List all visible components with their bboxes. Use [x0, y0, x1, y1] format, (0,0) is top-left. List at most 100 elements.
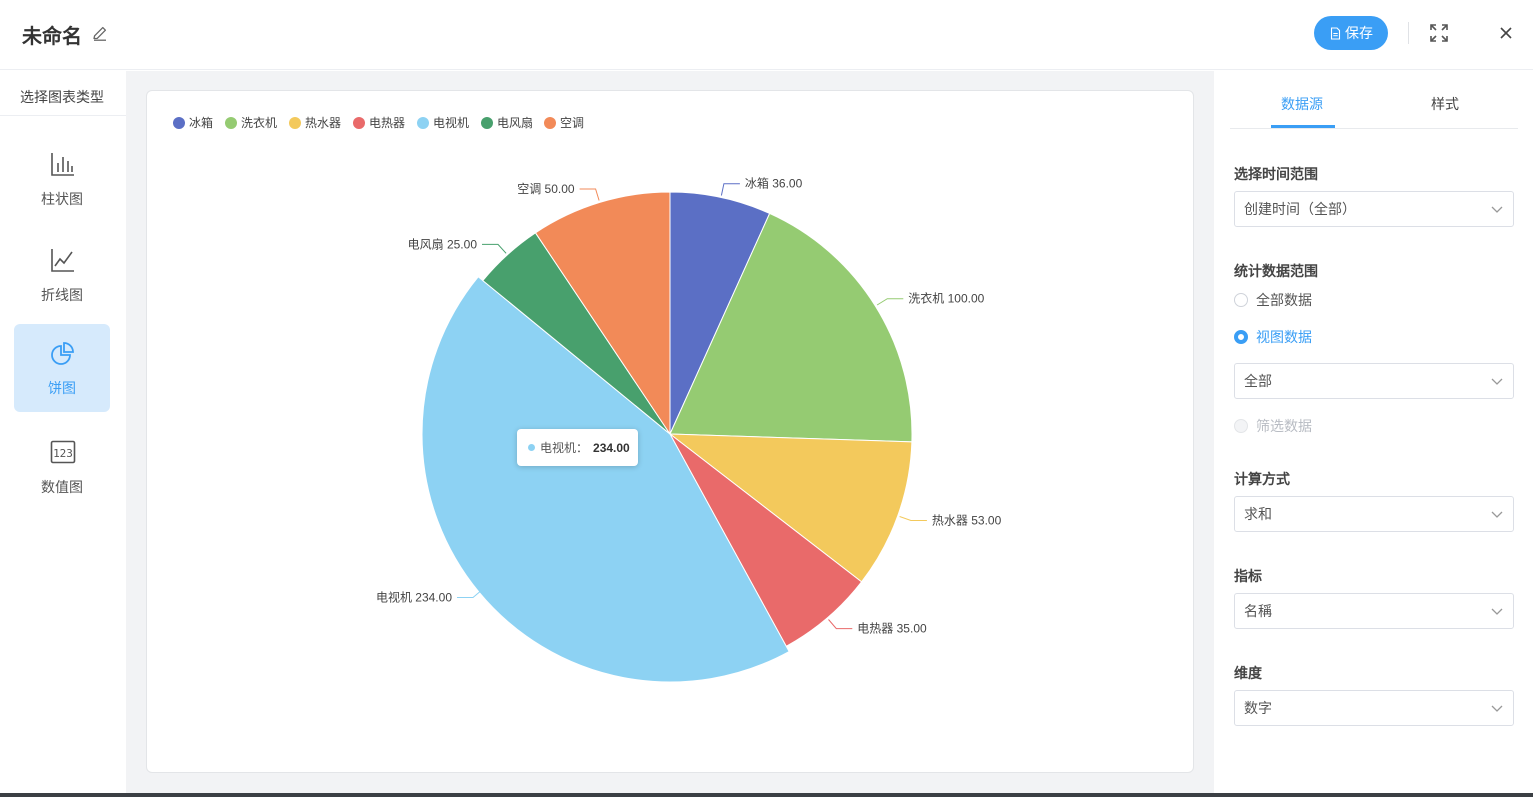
fullscreen-icon[interactable]: [1429, 23, 1449, 43]
slice-label: 热水器 53.00: [932, 514, 1002, 528]
tooltip-value: 234.00: [593, 440, 630, 455]
data-range-label: 统计数据范围: [1234, 263, 1318, 279]
label-leader-line: [876, 298, 904, 306]
chart-type-bar-label: 柱状图: [41, 191, 83, 207]
dimension-label: 维度: [1234, 665, 1262, 681]
label-leader-line: [899, 516, 927, 521]
header-bar: 未命名 保存: [0, 0, 1533, 70]
radio-circle: [1234, 330, 1248, 344]
label-leader-line: [482, 243, 507, 254]
chart-type-pie-label: 饼图: [48, 380, 76, 396]
legend-marker: [173, 117, 185, 129]
metric-value: 名稱: [1244, 603, 1272, 619]
time-range-label: 选择时间范围: [1234, 166, 1318, 182]
chevron-down-icon: [1491, 511, 1503, 518]
radio-view-data[interactable]: 视图数据: [1234, 327, 1312, 347]
slice-label: 冰箱 36.00: [745, 176, 803, 191]
legend-item[interactable]: 冰箱: [189, 115, 213, 130]
document-icon: [1330, 26, 1341, 40]
legend-item[interactable]: 电视机: [433, 115, 469, 130]
legend-item[interactable]: 热水器: [305, 116, 341, 130]
number-icon: 123: [50, 440, 76, 464]
radio-all-data[interactable]: 全部数据: [1234, 290, 1312, 310]
pie-chart: 冰箱 洗衣机 热水器 电热器 电视机 电风扇 空调 冰箱 36.00 洗衣机 100.00 热水…: [173, 115, 1002, 683]
chart-type-pie[interactable]: 饼图: [14, 324, 110, 412]
radio-circle: [1234, 293, 1248, 307]
chart-type-number-label: 数值图: [41, 479, 83, 495]
chevron-down-icon: [1491, 378, 1503, 385]
chart-type-sidebar: 选择图表类型 柱状图 折线图 饼图: [0, 71, 126, 797]
close-icon[interactable]: [1499, 26, 1513, 40]
chart-card: 冰箱 洗衣机 热水器 电热器 电视机 电风扇 空调 冰箱 36.00 洗衣机 100.00 热水…: [146, 90, 1194, 773]
window-bottom-edge: [0, 793, 1533, 797]
radio-all-data-label: 全部数据: [1256, 292, 1312, 308]
slice-label: 电视机 234.00: [376, 590, 452, 605]
legend-marker: [289, 117, 301, 129]
config-panel: 数据源 样式 选择时间范围 创建时间（全部） 统计数据范围 全部数据 视图数据 …: [1214, 71, 1533, 793]
pie-slice[interactable]: [669, 212, 913, 443]
radio-filter-data-label: 筛选数据: [1256, 418, 1312, 434]
radio-filter-data: 筛选数据: [1234, 416, 1312, 436]
calc-method-label: 计算方式: [1234, 471, 1290, 487]
view-select[interactable]: 全部: [1234, 363, 1514, 399]
legend-marker: [481, 117, 493, 129]
chart-type-line[interactable]: 折线图: [14, 231, 110, 319]
tooltip-marker: [528, 444, 535, 451]
bar-chart-icon: [51, 153, 74, 176]
calc-method-select[interactable]: 求和: [1234, 496, 1514, 532]
slice-label: 洗衣机 100.00: [908, 291, 984, 306]
dimension-value: 数字: [1244, 700, 1272, 716]
metric-label: 指标: [1234, 568, 1262, 584]
legend-marker: [353, 117, 365, 129]
line-chart-icon: [51, 249, 74, 272]
slice-label: 电热器 35.00: [857, 622, 927, 636]
tab-data-source[interactable]: 数据源: [1281, 96, 1323, 112]
legend-marker: [225, 117, 237, 129]
pie-slice[interactable]: [534, 191, 671, 436]
chevron-down-icon: [1491, 608, 1503, 615]
save-button-label: 保存: [1345, 25, 1373, 41]
chart-legend: 冰箱 洗衣机 热水器 电热器 电视机 电风扇 空调: [173, 115, 584, 130]
time-range-select[interactable]: 创建时间（全部）: [1234, 191, 1514, 227]
chevron-down-icon: [1491, 206, 1503, 213]
legend-marker: [544, 117, 556, 129]
tab-style[interactable]: 样式: [1431, 96, 1459, 112]
svg-text:123: 123: [53, 447, 73, 460]
chart-type-bar[interactable]: 柱状图: [14, 135, 110, 223]
label-leader-line: [828, 619, 853, 630]
metric-select[interactable]: 名稱: [1234, 593, 1514, 629]
chart-tooltip: 电视机： 234.00: [517, 429, 638, 466]
label-leader-line: [457, 589, 483, 598]
slice-label: 电风扇 25.00: [408, 236, 478, 251]
pie-slices: [421, 191, 913, 683]
view-select-value: 全部: [1244, 373, 1272, 389]
pie-slice[interactable]: [668, 433, 913, 583]
sidebar-title: 选择图表类型: [20, 89, 104, 105]
legend-item[interactable]: 空调: [560, 116, 584, 130]
legend-item[interactable]: 电热器: [369, 116, 405, 130]
config-tabs: 数据源 样式: [1230, 71, 1518, 129]
tooltip-series-name: 电视机：: [540, 441, 589, 455]
sidebar-divider: [0, 115, 126, 116]
chart-type-number[interactable]: 123 数值图: [14, 423, 110, 511]
legend-marker: [417, 117, 429, 129]
dimension-select[interactable]: 数字: [1234, 690, 1514, 726]
chart-type-line-label: 折线图: [41, 287, 83, 303]
page-title: 未命名: [22, 26, 82, 48]
pie-chart-icon: [51, 342, 74, 365]
legend-item[interactable]: 电风扇: [497, 115, 533, 130]
legend-item[interactable]: 洗衣机: [241, 115, 277, 130]
calc-method-value: 求和: [1244, 506, 1272, 522]
radio-circle: [1234, 419, 1248, 433]
chevron-down-icon: [1491, 705, 1503, 712]
pie-labels: 冰箱 36.00 洗衣机 100.00 热水器 53.00 电热器 35.00 电视机 …: [376, 176, 1002, 636]
label-leader-line: [579, 188, 600, 201]
time-range-value: 创建时间（全部）: [1244, 201, 1356, 217]
active-tab-indicator: [1271, 125, 1335, 128]
radio-view-data-label: 视图数据: [1256, 329, 1312, 345]
save-button[interactable]: 保存: [1314, 16, 1388, 50]
edit-pencil-icon[interactable]: [91, 24, 109, 42]
label-leader-line: [720, 183, 740, 196]
slice-label: 空调 50.00: [517, 182, 575, 196]
header-divider: [1408, 22, 1409, 44]
